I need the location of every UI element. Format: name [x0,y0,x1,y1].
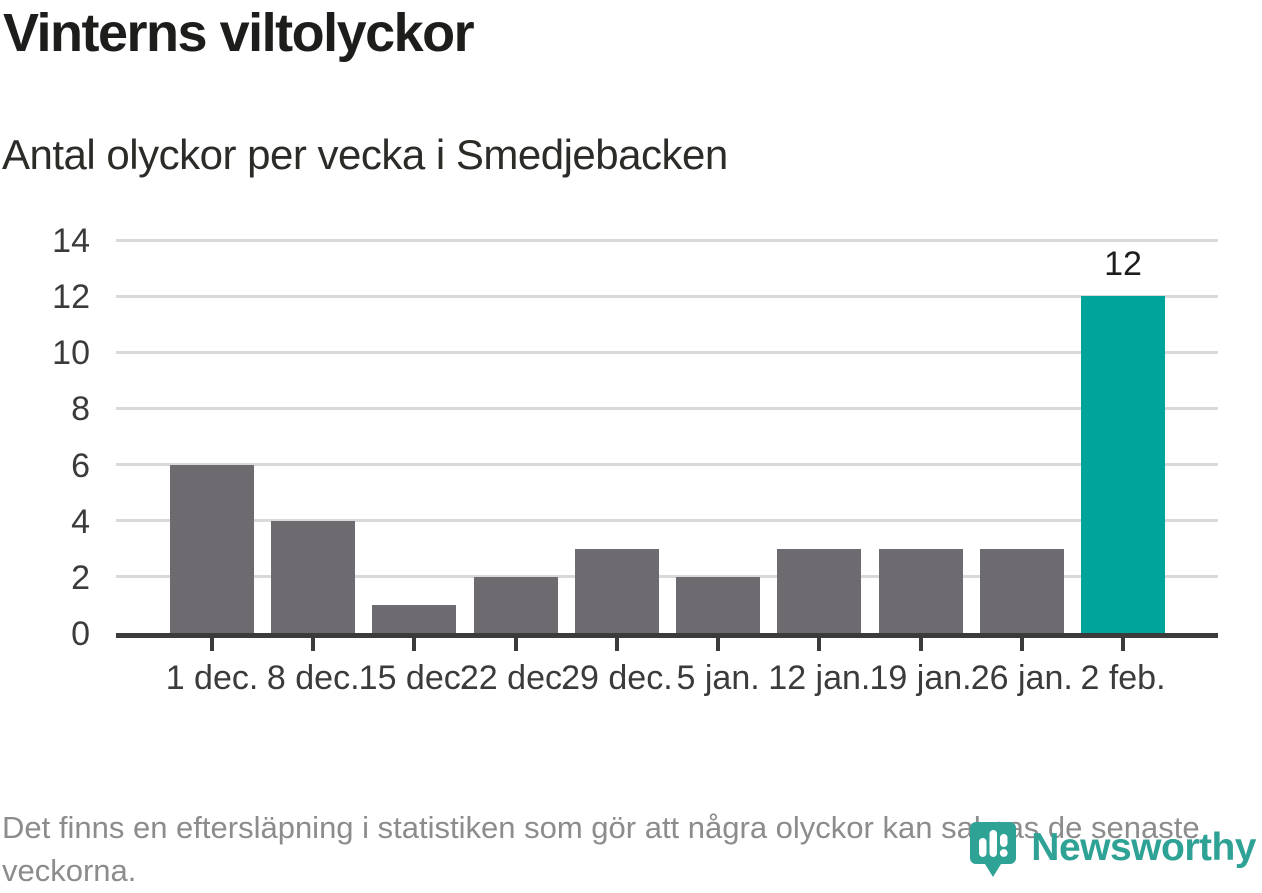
x-axis-line [116,633,1218,638]
x-axis-label: 29 dec. [561,659,673,697]
newsworthy-wordmark: Newsworthy [1031,826,1256,869]
newsworthy-pin-icon [970,822,1017,877]
chart-subtitle: Antal olyckor per vecka i Smedjebacken [2,131,728,178]
grid-line [116,519,1218,523]
x-axis-label: 8 dec. [266,659,360,697]
newsworthy-logo: Newsworthy [969,821,1256,881]
x-axis-tick [311,638,316,651]
grid-line [116,406,1218,410]
bar [170,464,254,633]
y-axis-label: 6 [71,446,90,485]
grid-line [116,238,1218,242]
x-axis-tick [1019,638,1024,651]
bar [372,604,457,633]
x-axis-label: 2 feb. [1080,659,1166,697]
bar [777,548,862,633]
y-axis-label: 0 [71,615,90,653]
x-axis-label: 15 dec. [358,659,471,697]
grid-line [116,463,1218,467]
x-axis-label: 22 dec. [459,659,572,697]
x-axis-label: 26 jan. [970,659,1073,697]
y-axis-label: 2 [71,558,90,597]
chart-title: Vinterns viltolyckor [3,3,475,63]
bar [979,548,1064,633]
x-axis-label: 5 jan. [676,659,760,697]
y-axis-label: 8 [71,390,90,429]
grid-line [116,294,1218,298]
bar [574,548,659,633]
y-axis-label: 14 [52,222,90,260]
bar-value-label: 12 [1104,245,1142,284]
x-axis-tick [513,638,518,651]
x-axis-tick [918,638,923,651]
x-axis-tick [210,638,214,651]
bar [271,520,356,633]
grid-line [116,350,1218,354]
x-axis-tick [412,638,417,651]
x-axis-tick [1121,638,1125,651]
grid-line [116,575,1218,579]
bar [473,576,558,633]
x-axis-label: 19 jan. [869,659,972,697]
bar [676,576,761,633]
y-axis-label: 12 [52,278,90,317]
x-axis-tick [817,638,822,651]
bar [878,548,963,633]
y-axis-label: 10 [52,334,90,373]
x-axis-tick [716,638,721,651]
x-axis-label: 1 dec. [165,659,259,697]
y-axis-label: 4 [71,502,90,541]
x-axis-label: 12 jan. [768,659,871,697]
bar-highlighted [1081,296,1165,633]
x-axis-tick [614,638,619,651]
